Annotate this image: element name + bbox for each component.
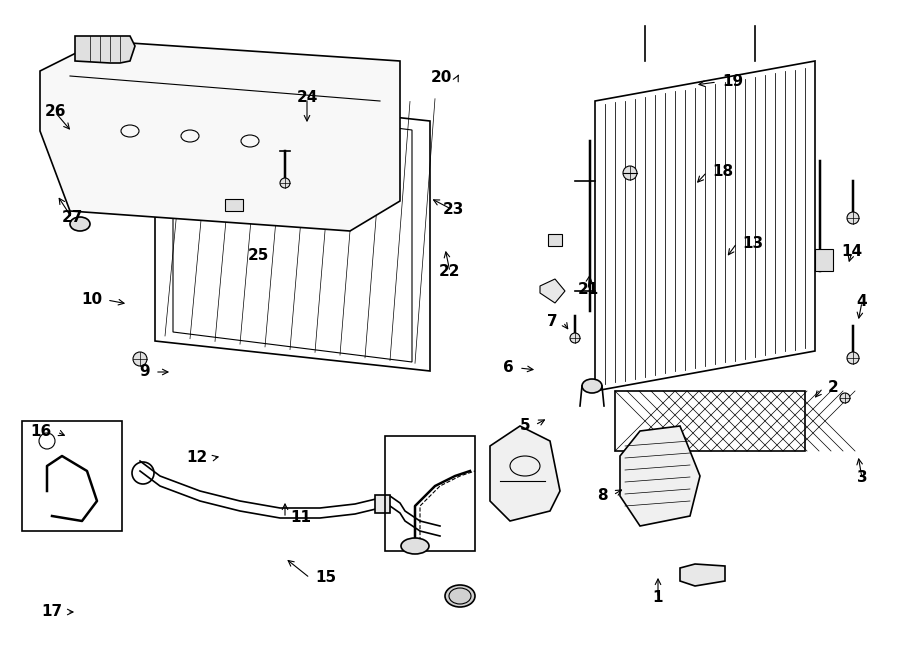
- Text: 18: 18: [712, 165, 733, 180]
- Text: 24: 24: [296, 91, 318, 106]
- Ellipse shape: [445, 585, 475, 607]
- Text: 21: 21: [578, 282, 599, 297]
- Text: 8: 8: [598, 488, 608, 502]
- Bar: [548, 234, 562, 246]
- Text: 11: 11: [290, 510, 311, 525]
- Text: 23: 23: [442, 202, 464, 217]
- Text: 15: 15: [315, 570, 336, 586]
- Bar: [615, 391, 805, 451]
- Ellipse shape: [847, 352, 859, 364]
- Ellipse shape: [582, 379, 602, 393]
- Polygon shape: [75, 36, 135, 63]
- Bar: [385, 436, 475, 551]
- Ellipse shape: [623, 166, 637, 180]
- Ellipse shape: [570, 333, 580, 343]
- Polygon shape: [620, 426, 700, 526]
- Text: 17: 17: [40, 605, 62, 619]
- Text: 2: 2: [828, 381, 839, 395]
- Text: 10: 10: [81, 293, 102, 307]
- Text: 6: 6: [503, 360, 514, 375]
- Ellipse shape: [847, 212, 859, 224]
- Text: 7: 7: [547, 315, 558, 329]
- Text: 22: 22: [439, 264, 461, 280]
- Text: 20: 20: [430, 71, 452, 85]
- Text: 16: 16: [31, 424, 52, 440]
- Text: 26: 26: [44, 104, 66, 120]
- Bar: [375, 495, 390, 513]
- Text: 12: 12: [187, 451, 208, 465]
- Text: 13: 13: [742, 235, 763, 251]
- Text: 25: 25: [248, 247, 269, 262]
- Ellipse shape: [133, 352, 147, 366]
- Text: 19: 19: [722, 75, 743, 89]
- Polygon shape: [40, 41, 400, 231]
- Text: 3: 3: [857, 471, 868, 485]
- Polygon shape: [490, 426, 560, 521]
- Ellipse shape: [70, 217, 90, 231]
- Text: 9: 9: [140, 364, 150, 379]
- Text: 4: 4: [857, 295, 868, 309]
- Text: 5: 5: [519, 418, 530, 432]
- Bar: [815, 249, 833, 271]
- Ellipse shape: [840, 393, 850, 403]
- Ellipse shape: [401, 538, 429, 554]
- Bar: [22, 421, 122, 531]
- Polygon shape: [680, 564, 725, 586]
- Text: 27: 27: [61, 210, 83, 225]
- Polygon shape: [540, 279, 565, 303]
- Ellipse shape: [280, 178, 290, 188]
- Text: 1: 1: [652, 590, 663, 605]
- Text: 14: 14: [842, 245, 862, 260]
- Bar: [225, 199, 243, 211]
